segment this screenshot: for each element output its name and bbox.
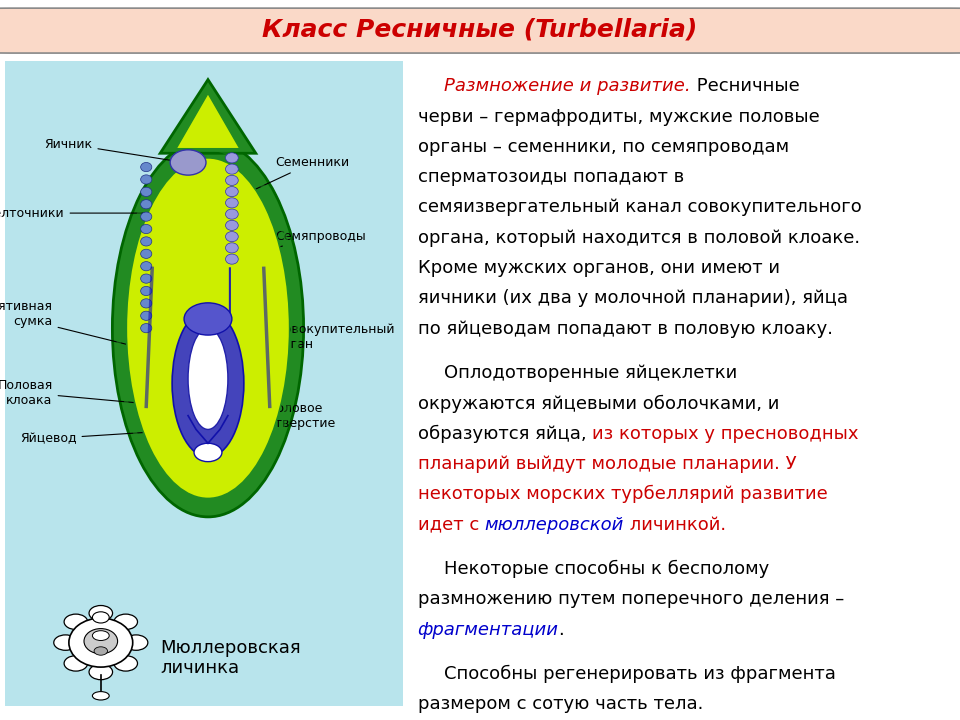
Text: семяизвергательный канал совокупительного: семяизвергательный канал совокупительног… — [418, 199, 861, 217]
Text: Класс Ресничные (Turbellaria): Класс Ресничные (Turbellaria) — [262, 18, 698, 42]
Ellipse shape — [114, 614, 137, 629]
Ellipse shape — [92, 692, 109, 700]
Text: из которых у пресноводных: из которых у пресноводных — [592, 425, 858, 443]
Ellipse shape — [141, 249, 152, 258]
Text: Половая
клоака: Половая клоака — [0, 379, 174, 407]
Ellipse shape — [69, 618, 132, 667]
Ellipse shape — [141, 175, 152, 184]
Text: планарий выйдут молодые планарии. У: планарий выйдут молодые планарии. У — [418, 455, 796, 473]
Ellipse shape — [94, 647, 108, 655]
Text: образуются яйца,: образуются яйца, — [418, 425, 592, 443]
Text: органа, который находится в половой клоаке.: органа, который находится в половой клоа… — [418, 229, 860, 247]
Ellipse shape — [226, 186, 238, 197]
Ellipse shape — [64, 614, 87, 629]
Ellipse shape — [141, 299, 152, 308]
Text: Желточники: Желточники — [0, 207, 150, 220]
Text: по яйцеводам попадают в половую клоаку.: по яйцеводам попадают в половую клоаку. — [418, 320, 832, 338]
Text: размножению путем поперечного деления –: размножению путем поперечного деления – — [418, 590, 844, 608]
Ellipse shape — [226, 175, 238, 186]
Text: личинкой.: личинкой. — [624, 516, 726, 534]
Text: яичники (их два у молочной планарии), яйца: яичники (их два у молочной планарии), яй… — [418, 289, 848, 307]
Text: Кроме мужских органов, они имеют и: Кроме мужских органов, они имеют и — [418, 259, 780, 277]
Ellipse shape — [112, 140, 303, 517]
Ellipse shape — [172, 310, 244, 457]
Ellipse shape — [89, 665, 112, 680]
Ellipse shape — [64, 656, 87, 671]
Ellipse shape — [226, 220, 238, 230]
Ellipse shape — [141, 199, 152, 209]
Text: Половое
отверстие: Половое отверстие — [227, 402, 336, 442]
Ellipse shape — [141, 274, 152, 283]
Text: Размножение и развитие.: Размножение и развитие. — [444, 77, 691, 95]
Ellipse shape — [125, 635, 148, 650]
FancyBboxPatch shape — [0, 8, 960, 53]
Text: размером с сотую часть тела.: размером с сотую часть тела. — [418, 696, 703, 714]
Ellipse shape — [141, 212, 152, 221]
Ellipse shape — [89, 606, 112, 621]
Text: Мюллеровская
личинка: Мюллеровская личинка — [159, 639, 300, 678]
Text: мюллеровской: мюллеровской — [485, 516, 624, 534]
Ellipse shape — [226, 243, 238, 253]
Text: Семяпроводы: Семяпроводы — [234, 230, 367, 258]
Text: идет с: идет с — [418, 516, 485, 534]
Text: сперматозоиды попадают в: сперматозоиды попадают в — [418, 168, 684, 186]
Text: Оплодотворенные яйцеклетки: Оплодотворенные яйцеклетки — [444, 364, 737, 382]
Ellipse shape — [226, 198, 238, 208]
Text: Яичник: Яичник — [44, 138, 181, 162]
Ellipse shape — [141, 311, 152, 320]
Text: Семенники: Семенники — [236, 156, 349, 198]
Ellipse shape — [226, 164, 238, 174]
Ellipse shape — [141, 261, 152, 271]
Text: некоторых морских турбеллярий развитие: некоторых морских турбеллярий развитие — [418, 485, 828, 503]
Ellipse shape — [188, 328, 228, 429]
Text: фрагментации: фрагментации — [418, 621, 559, 639]
Ellipse shape — [226, 232, 238, 242]
Ellipse shape — [84, 629, 118, 654]
Text: Способны регенерировать из фрагмента: Способны регенерировать из фрагмента — [444, 665, 836, 683]
Ellipse shape — [194, 444, 222, 462]
Ellipse shape — [226, 209, 238, 219]
Ellipse shape — [141, 287, 152, 296]
Ellipse shape — [127, 158, 290, 498]
Ellipse shape — [54, 635, 78, 650]
Text: Некоторые способны к бесполому: Некоторые способны к бесполому — [444, 560, 770, 578]
Text: окружаются яйцевыми оболочками, и: окружаются яйцевыми оболочками, и — [418, 395, 779, 413]
Text: Ресничные: Ресничные — [691, 77, 800, 95]
Ellipse shape — [114, 656, 137, 671]
Ellipse shape — [226, 254, 238, 264]
Ellipse shape — [141, 225, 152, 233]
Ellipse shape — [141, 237, 152, 246]
Ellipse shape — [226, 153, 238, 163]
Ellipse shape — [184, 303, 232, 335]
Polygon shape — [176, 94, 240, 148]
Text: черви – гермафродиты, мужские половые: черви – гермафродиты, мужские половые — [418, 107, 819, 125]
Text: Яйцевод: Яйцевод — [20, 430, 189, 445]
Ellipse shape — [141, 187, 152, 197]
Ellipse shape — [141, 163, 152, 171]
Ellipse shape — [92, 612, 109, 623]
Ellipse shape — [170, 150, 206, 175]
Text: Совокупительный
орган: Совокупительный орган — [245, 323, 396, 369]
Text: .: . — [559, 621, 564, 639]
Polygon shape — [160, 80, 255, 153]
Text: Копулятивная
сумка: Копулятивная сумка — [0, 300, 152, 351]
Ellipse shape — [141, 323, 152, 333]
Ellipse shape — [92, 631, 109, 641]
Text: органы – семенники, по семяпроводам: органы – семенники, по семяпроводам — [418, 138, 789, 156]
